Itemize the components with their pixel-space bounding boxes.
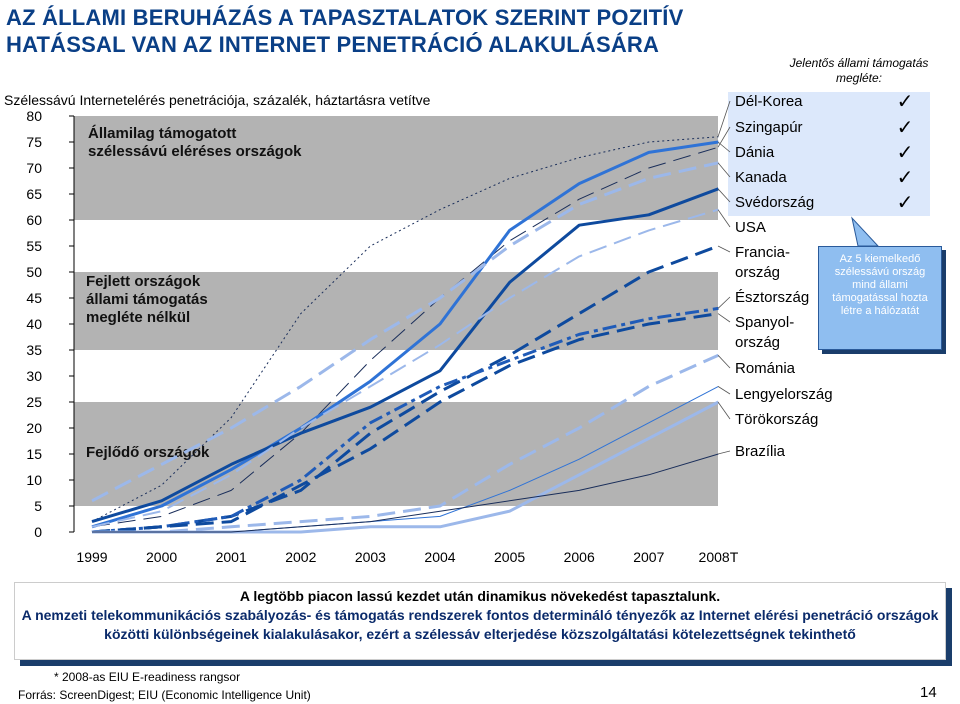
y-tick-label: 55: [26, 238, 42, 254]
series-line-3: [91, 161, 719, 503]
y-tick-label: 5: [34, 498, 42, 514]
x-tick-label: 2001: [216, 549, 247, 565]
checkmark-icon: ✓: [897, 165, 914, 189]
page-title: AZ ÁLLAMI BERUHÁZÁS A TAPASZTALATOK SZER…: [6, 4, 684, 58]
y-tick-label: 65: [26, 186, 42, 202]
callout-pointer: [851, 216, 880, 247]
series-line-5: [91, 208, 719, 528]
y-tick-label: 50: [26, 264, 42, 280]
leader-line: [717, 401, 731, 420]
leader-line: [717, 141, 731, 153]
y-tick-label: 45: [26, 290, 42, 306]
series-line-4: [91, 187, 719, 524]
y-tick-label: 75: [26, 134, 42, 150]
legend-label-3: Kanada: [735, 169, 787, 186]
x-tick-label: 1999: [76, 549, 107, 565]
series-line-12: [92, 453, 719, 533]
legend-label-11: Törökország: [735, 411, 818, 428]
band-2: [74, 402, 718, 506]
series-line-9: [92, 353, 720, 534]
x-tick-label: 2006: [564, 549, 595, 565]
checkmark-icon: ✓: [897, 89, 914, 113]
highlight-box: [728, 92, 930, 216]
conclusion-line-1: A legtöbb piacon lassú kezdet után dinam…: [239, 588, 721, 604]
leader-line: [717, 162, 731, 178]
title-line-1: AZ ÁLLAMI BERUHÁZÁS A TAPASZTALATOK SZER…: [6, 5, 684, 30]
x-tick-label: 2003: [355, 549, 386, 565]
leader-line: [717, 296, 731, 309]
legend-label-4: Svédország: [735, 194, 814, 211]
series-line-2: [91, 140, 719, 529]
leader-line: [717, 209, 731, 228]
legend-label-12: Brazília: [735, 443, 786, 460]
legend-label-10: Lengyelország: [735, 386, 833, 403]
y-tick-label: 40: [26, 316, 42, 332]
chart-subtitle: Szélessávú Internetelérés penetrációja, …: [4, 92, 431, 108]
y-tick-label: 80: [26, 108, 42, 124]
y-tick-label: 30: [26, 368, 42, 384]
band-label-0: Államilag támogatott szélessávú eléréses …: [88, 125, 302, 160]
legend-label-7: Észtország: [735, 289, 809, 306]
checkmark-icon: ✓: [897, 115, 914, 139]
legend-label-8: Spanyol-ország: [735, 314, 794, 351]
checkmark-icon: ✓: [897, 140, 914, 164]
checkmark-icon: ✓: [897, 190, 914, 214]
source-note: Forrás: ScreenDigest; EIU (Economic Inte…: [18, 688, 311, 702]
y-tick-label: 10: [26, 472, 42, 488]
callout-box: Az 5 kiemelkedő szélessávú ország mind á…: [818, 246, 942, 350]
legend-label-0: Dél-Korea: [735, 93, 803, 110]
conclusion-box: A legtöbb piacon lassú kezdet után dinam…: [14, 582, 946, 660]
conclusion-line-2: A nemzeti telekommunikációs szabályozás-…: [21, 607, 939, 642]
leader-line: [717, 386, 731, 395]
y-tick-label: 35: [26, 342, 42, 358]
leader-line: [717, 313, 731, 323]
y-tick-label: 60: [26, 212, 42, 228]
leader-line: [717, 188, 731, 203]
x-tick-label: 2007: [633, 549, 664, 565]
x-tick-label: 2000: [146, 549, 177, 565]
legend-label-1: Szingapúr: [735, 119, 803, 136]
series-line-1: [91, 146, 719, 528]
leader-line: [717, 450, 731, 455]
leader-line: [717, 100, 731, 137]
x-tick-label: 2004: [424, 549, 455, 565]
x-tick-label: 2002: [285, 549, 316, 565]
series-line-7: [91, 306, 719, 534]
y-tick-label: 15: [26, 446, 42, 462]
y-tick-label: 70: [26, 160, 42, 176]
page-number: 14: [920, 684, 937, 701]
leader-line: [717, 245, 731, 253]
x-tick-label: 2008T: [699, 549, 739, 565]
y-tick-label: 20: [26, 420, 42, 436]
legend-label-6: Francia-ország: [735, 244, 790, 281]
band-label-1: Fejlett országok állami támogatás megléte …: [86, 273, 208, 326]
band-label-2: Fejlődő országok: [86, 444, 210, 461]
legend-label-5: USA: [735, 219, 766, 236]
penetration-chart: Államilag támogatott szélessávú eléréses …: [26, 89, 930, 565]
y-tick-label: 25: [26, 394, 42, 410]
title-line-2: HATÁSSAL VAN AZ INTERNET PENETRÁCIÓ ALAK…: [6, 32, 660, 57]
leader-line: [717, 354, 731, 369]
support-header: Jelentős állami támogatás megléte:: [789, 56, 929, 85]
legend-label-9: Románia: [735, 360, 796, 377]
footnote: * 2008-as EIU E-readiness rangsor: [54, 670, 241, 684]
x-tick-label: 2005: [494, 549, 525, 565]
series-line-8: [91, 312, 719, 534]
y-tick-label: 0: [34, 524, 42, 540]
series-line-0: [91, 136, 719, 523]
legend-label-2: Dánia: [735, 144, 775, 161]
